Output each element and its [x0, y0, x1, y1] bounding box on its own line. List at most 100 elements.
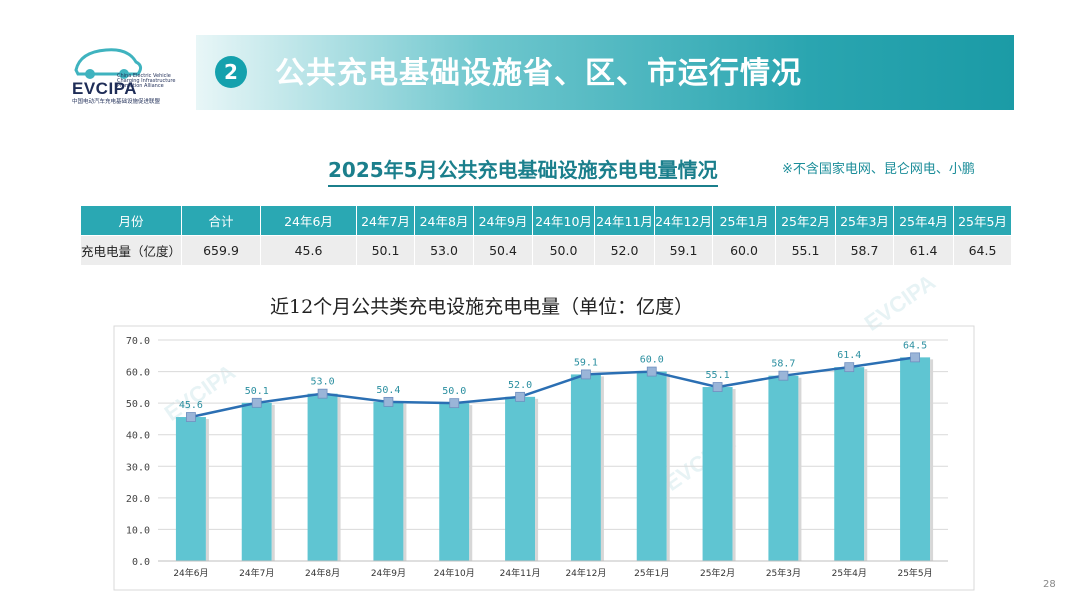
table-value-cell: 64.5 — [953, 235, 1013, 266]
bar-shadow — [469, 405, 473, 561]
bar — [439, 403, 470, 561]
table-value-cell: 50.1 — [356, 235, 416, 266]
x-tick-label: 24年11月 — [500, 567, 541, 579]
line-marker — [383, 396, 394, 407]
x-tick-label: 24年7月 — [239, 567, 274, 579]
bar-shadow — [864, 369, 868, 561]
table-header-cell: 合计 — [181, 205, 262, 236]
y-tick-label: 20.0 — [126, 494, 150, 505]
y-tick-label: 30.0 — [126, 462, 150, 473]
bar-shadow — [337, 395, 341, 561]
data-label: 60.0 — [640, 355, 664, 366]
line-marker — [317, 388, 328, 399]
bar-shadow — [271, 404, 275, 561]
y-tick-label: 60.0 — [126, 368, 150, 379]
x-tick-label: 25年1月 — [634, 567, 669, 579]
x-tick-label: 25年5月 — [897, 567, 932, 579]
table-header-cell: 25年2月 — [775, 205, 837, 236]
y-tick-label: 70.0 — [126, 336, 150, 347]
table-value-cell: 55.1 — [775, 235, 837, 266]
data-label: 61.4 — [837, 350, 861, 361]
data-label: 64.5 — [903, 340, 927, 351]
x-tick-label: 24年8月 — [305, 567, 340, 579]
data-label: 58.7 — [771, 359, 795, 370]
row-header-month: 月份 — [79, 205, 183, 236]
table-header-cell: 24年11月 — [594, 205, 656, 236]
data-label: 50.4 — [376, 385, 400, 396]
bar — [702, 387, 733, 561]
y-tick-label: 50.0 — [126, 399, 150, 410]
bar-shadow — [403, 403, 407, 561]
y-tick-label: 0.0 — [132, 557, 150, 568]
line-marker — [844, 362, 855, 373]
series-line — [190, 356, 916, 419]
line-marker — [778, 370, 789, 381]
x-tick-label: 24年6月 — [173, 567, 208, 579]
table-header-cell: 24年9月 — [473, 205, 534, 236]
x-tick-label: 25年2月 — [700, 567, 735, 579]
y-tick-label: 10.0 — [126, 525, 150, 536]
line-marker — [186, 412, 196, 422]
bar-shadow — [535, 398, 539, 561]
bar — [900, 357, 931, 561]
table-value-cell: 58.7 — [835, 235, 895, 266]
section-banner — [196, 35, 1014, 110]
data-label: 53.0 — [311, 377, 335, 388]
line-marker — [712, 382, 723, 392]
bar-shadow — [205, 419, 209, 561]
logo-chinese-name: 中国电动汽车充电基础设施促进联盟 — [72, 99, 161, 105]
table-value-row: 充电电量（亿度） 659.9 45.6 50.1 53.0 50.4 50.0 52.0 59… — [79, 235, 1013, 266]
bar — [241, 402, 272, 561]
table-title: 2025年5月公共充电基础设施充电电量情况 — [328, 154, 718, 187]
x-tick-label: 25年3月 — [766, 567, 801, 579]
line-marker — [251, 397, 262, 408]
table-header-cell: 25年5月 — [953, 205, 1013, 236]
bar-shadow — [798, 377, 802, 561]
table-header-cell: 24年10月 — [532, 205, 596, 236]
bar — [834, 367, 865, 561]
table-value-cell: 45.6 — [260, 235, 358, 266]
bar-shadow — [666, 373, 670, 561]
logo-english-name: China Electric Vehicle Charging Infrastr… — [117, 73, 176, 89]
logo-brand: EVCIPA — [72, 79, 138, 98]
x-tick-label: 24年12月 — [565, 567, 606, 579]
exclusion-note: ※不含国家电网、昆仑网电、小鹏 — [782, 162, 975, 177]
line-marker — [449, 398, 460, 409]
line-marker — [515, 391, 525, 402]
table-header-cell: 24年7月 — [356, 205, 416, 236]
section-title: 公共充电基础设施省、区、市运行情况 — [275, 56, 802, 91]
bar — [505, 396, 536, 561]
line-marker — [581, 369, 591, 380]
monthly-charging-table: 月份 合计 24年6月 24年7月 24年8月 24年9月 24年10月 24年11月 24年… — [79, 205, 1013, 266]
bar — [570, 374, 601, 561]
bar-shadow — [930, 359, 934, 561]
bar-shadow — [600, 376, 604, 561]
x-tick-label: 24年9月 — [371, 567, 406, 579]
data-label: 52.0 — [508, 380, 532, 391]
data-label: 50.0 — [442, 386, 466, 397]
row-header-charging: 充电电量（亿度） — [79, 235, 183, 266]
line-marker — [910, 352, 920, 363]
table-header-cell: 25年1月 — [712, 205, 777, 236]
bar — [768, 375, 799, 561]
table-header-row: 月份 合计 24年6月 24年7月 24年8月 24年9月 24年10月 24年11月 24年… — [79, 205, 1013, 236]
bar — [175, 417, 206, 561]
table-header-cell: 24年8月 — [414, 205, 475, 236]
table-value-cell: 50.0 — [532, 235, 596, 266]
table-value-cell: 60.0 — [712, 235, 777, 266]
section-number-badge: 2 — [215, 56, 247, 88]
table-value-cell: 61.4 — [893, 235, 955, 266]
data-label: 55.1 — [706, 370, 730, 381]
data-label: 59.1 — [574, 357, 598, 368]
bar — [636, 371, 667, 561]
data-label: 50.1 — [245, 386, 269, 397]
table-header-cell: 24年12月 — [654, 205, 714, 236]
x-tick-label: 24年10月 — [434, 567, 475, 579]
chart-title: 近12个月公共类充电设施充电电量（单位：亿度） — [270, 296, 694, 318]
bar — [307, 393, 338, 561]
evcipa-logo-icon — [74, 48, 143, 79]
table-value-cell: 53.0 — [414, 235, 475, 266]
page-number: 28 — [1043, 579, 1056, 590]
table-header-cell: 25年3月 — [835, 205, 895, 236]
